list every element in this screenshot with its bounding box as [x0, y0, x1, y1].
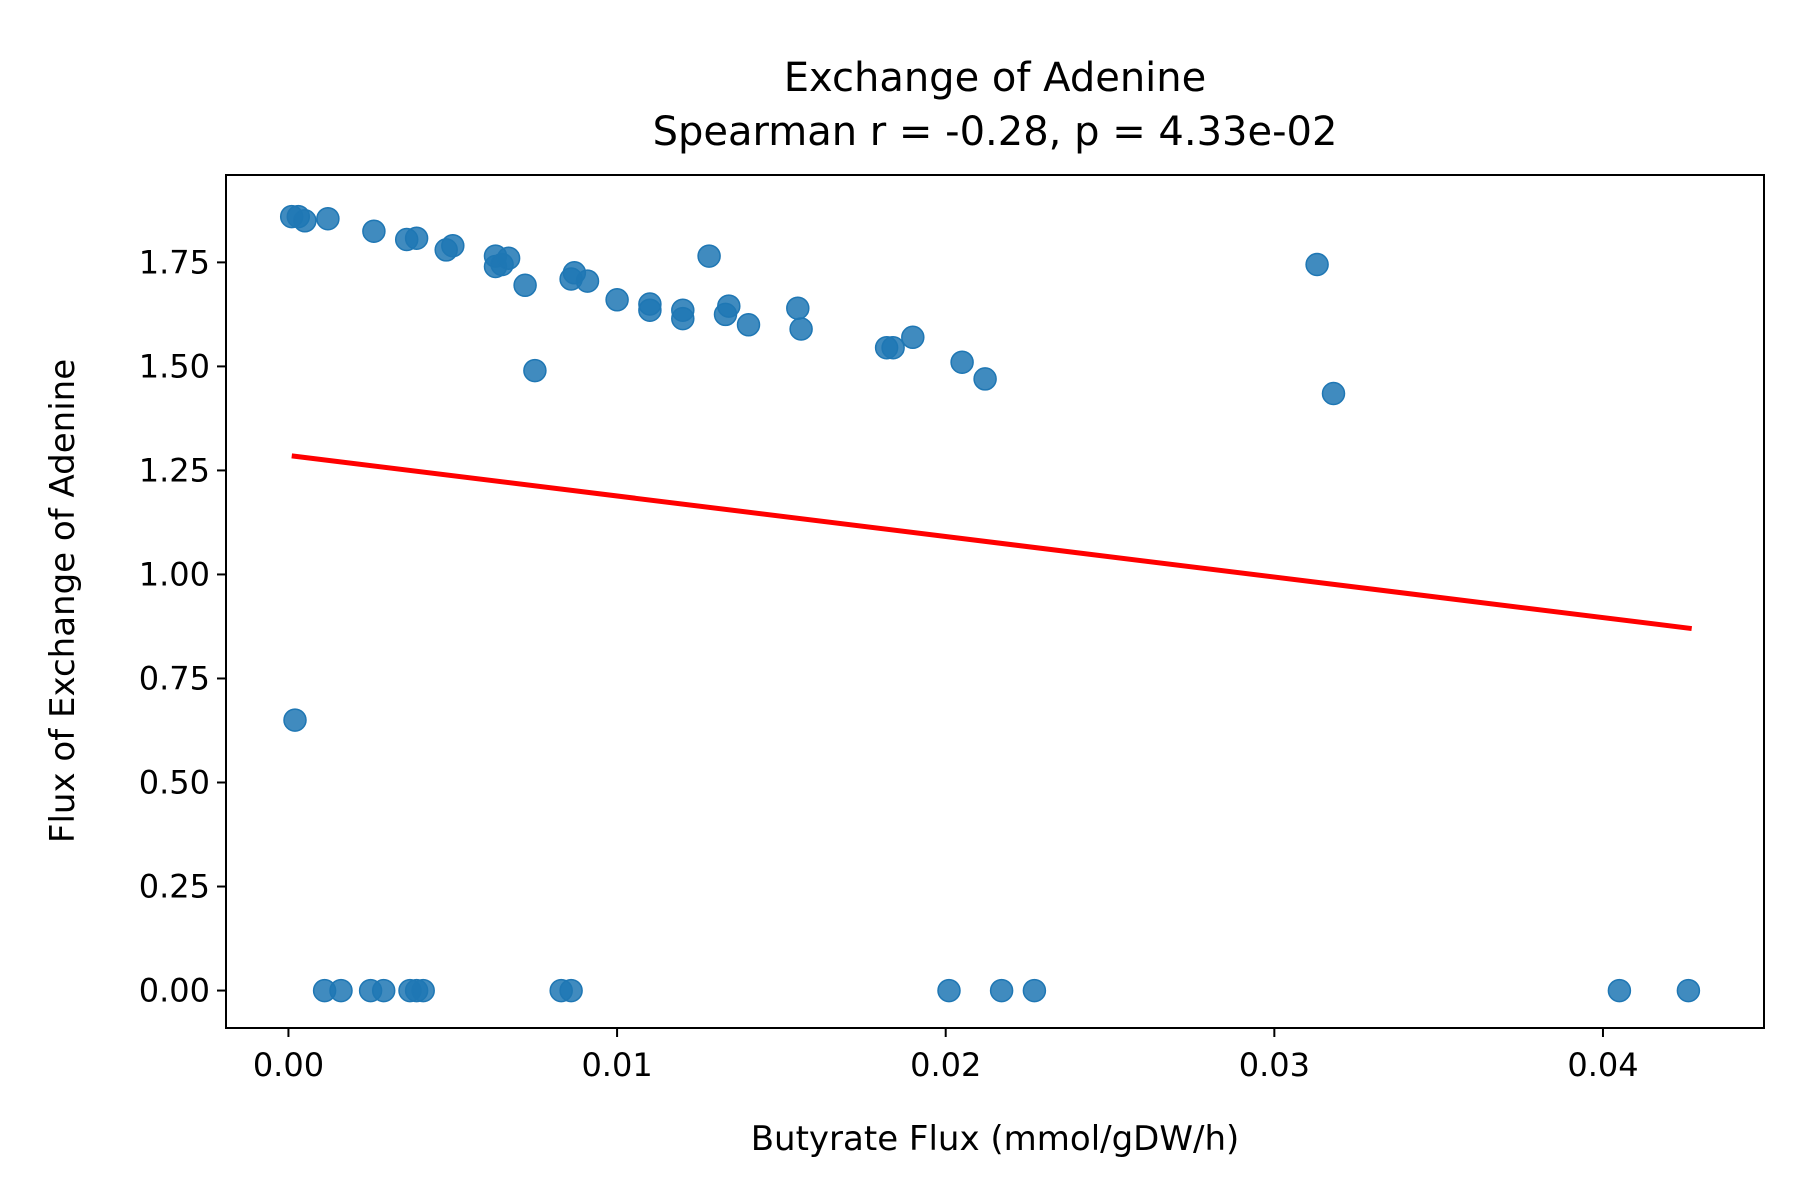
scatter-point	[523, 358, 547, 383]
scatter-point	[411, 978, 435, 1003]
scatter-point	[989, 978, 1014, 1003]
scatter-point	[789, 317, 813, 341]
scatter-point	[786, 296, 810, 320]
y-tick-label: 1.00	[139, 555, 210, 593]
y-tick-label: 1.25	[139, 451, 210, 489]
x-tick-label: 0.01	[581, 1046, 652, 1084]
scatter-point	[404, 226, 429, 250]
plot-marks	[279, 204, 1701, 1003]
scatter-point	[1676, 978, 1701, 1003]
x-axis-label: Butyrate Flux (mmol/gDW/h)	[751, 1119, 1240, 1159]
scatter-point	[697, 244, 721, 268]
y-axis-label: Flux of Exchange of Adenine	[43, 359, 83, 843]
scatter-point	[901, 325, 925, 350]
x-tick-label: 0.04	[1567, 1046, 1638, 1084]
scatter-point	[881, 335, 905, 360]
scatter-point	[1607, 978, 1632, 1003]
scatter-point	[513, 273, 537, 298]
scatter-point	[638, 292, 662, 316]
scatter-point	[973, 367, 997, 391]
scatter-point	[937, 978, 961, 1003]
x-tick-label: 0.02	[910, 1046, 981, 1084]
y-tick-label: 0.25	[139, 868, 210, 906]
x-axis: 0.00 0.01 0.02 0.03 0.04	[253, 1028, 1639, 1084]
regression-line	[291, 453, 1693, 632]
scatter-point	[575, 269, 600, 293]
x-tick-label: 0.03	[1239, 1046, 1310, 1084]
scatter-point	[950, 350, 974, 374]
y-tick-label: 1.75	[139, 243, 210, 281]
scatter-point	[329, 978, 353, 1003]
scatter-point	[559, 978, 583, 1003]
scatter-point	[496, 246, 521, 270]
scatter-point	[293, 209, 317, 233]
scatter-point	[717, 294, 741, 318]
scatter-point	[1022, 978, 1047, 1003]
scatter-point	[1321, 381, 1346, 406]
scatter-point	[371, 978, 396, 1003]
scatter-point	[605, 288, 629, 312]
scatter-point	[441, 233, 465, 258]
y-tick-label: 0.50	[139, 764, 210, 802]
scatter-point	[671, 298, 695, 322]
y-tick-label: 0.00	[139, 972, 210, 1010]
y-tick-label: 1.50	[139, 347, 210, 385]
scatter-point	[736, 313, 761, 337]
scatter-point	[283, 708, 307, 732]
y-axis: 0.00 0.25 0.50 0.75 1.00 1.25 1.50 1.75	[139, 243, 226, 1010]
y-tick-label: 0.75	[139, 659, 210, 697]
scatter-point	[316, 206, 340, 231]
scatter-point	[1305, 252, 1329, 277]
x-tick-label: 0.00	[253, 1046, 324, 1084]
chart-title: Exchange of Adenine	[784, 55, 1207, 101]
plot-frame	[225, 174, 1765, 1029]
chart-subtitle: Spearman r = -0.28, p = 4.33e-02	[653, 109, 1338, 155]
scatter-point	[362, 219, 386, 243]
